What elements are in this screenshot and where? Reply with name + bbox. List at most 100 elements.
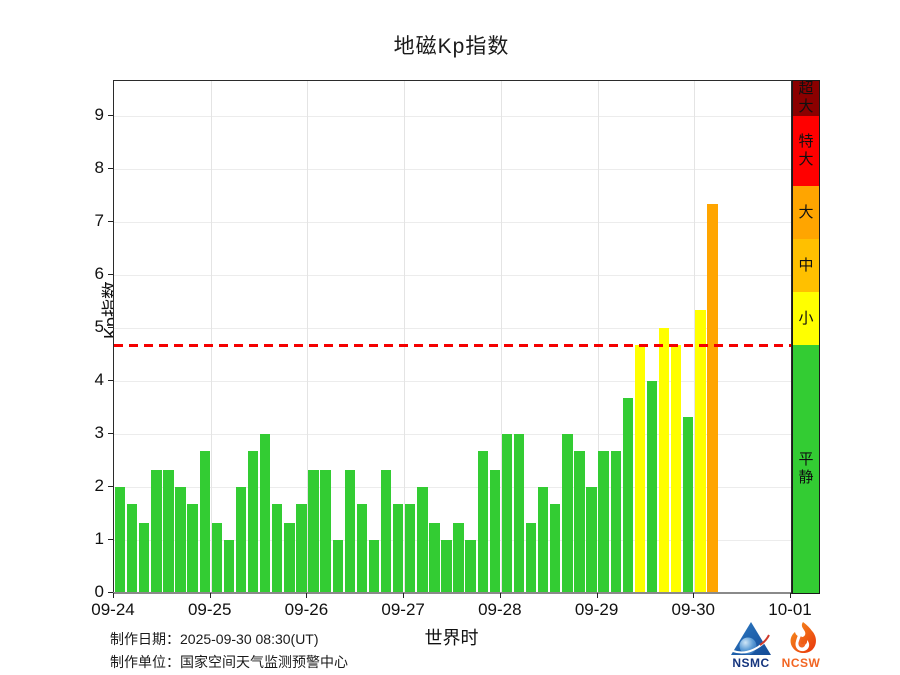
kp-bar-09-28-3	[538, 486, 549, 593]
kp-bar-09-27-6	[477, 451, 488, 593]
gridline-y-7	[114, 221, 791, 223]
kp-level-colorbar: 平静小中大特大超大	[792, 80, 820, 594]
ncsw-logo: NCSW	[777, 621, 825, 671]
gridline-y-6	[114, 274, 791, 276]
kp-bar-09-29-0	[598, 451, 609, 593]
ncsw-logo-icon	[790, 622, 816, 654]
kp-bar-09-29-5	[658, 327, 670, 593]
kp-bar-09-29-7	[683, 416, 694, 593]
colorbar-label-小: 小	[793, 292, 819, 345]
nsmc-logo-text: NSMC	[732, 656, 770, 670]
y-tick-label-2: 2	[94, 475, 104, 495]
x-tick-label-09-28: 09-28	[478, 600, 522, 619]
kp-bar-09-25-5	[272, 504, 283, 593]
gridline-day-09-25	[211, 81, 212, 593]
x-tick-label-09-27: 09-27	[381, 600, 425, 619]
kp-bar-09-28-5	[562, 433, 573, 593]
kp-bar-09-29-1	[610, 451, 621, 593]
y-tick-6	[108, 273, 113, 275]
y-tick-label-9: 9	[94, 104, 104, 124]
colorbar-band-特大	[793, 115, 819, 187]
colorbar-band-平静	[793, 345, 819, 593]
x-axis-line	[113, 592, 791, 594]
colorbar-label-char: 静	[798, 469, 814, 487]
kp-bar-09-27-4	[453, 522, 464, 593]
colorbar-label-中: 中	[793, 239, 819, 292]
kp-bar-09-25-3	[247, 451, 259, 593]
kp-bar-09-28-0	[501, 433, 513, 593]
y-tick-label-7: 7	[94, 210, 104, 230]
y-tick-label-3: 3	[94, 422, 104, 442]
colorbar-label-char: 特	[798, 133, 814, 151]
kp-bar-09-25-6	[284, 522, 295, 593]
footer-org-label: 制作单位：	[110, 654, 180, 670]
gridline-day-09-28	[501, 81, 502, 593]
kp-bar-09-27-0	[405, 504, 416, 593]
x-tick-09-25	[209, 593, 211, 598]
kp-bar-09-24-3	[151, 469, 162, 593]
y-tick-label-5: 5	[94, 316, 104, 336]
kp-bar-09-24-2	[139, 522, 150, 593]
kp-bar-09-27-3	[441, 539, 452, 593]
kp-bar-09-26-5	[368, 539, 380, 593]
kp-bar-09-25-1	[223, 539, 235, 593]
colorbar-label-特大: 特大	[793, 116, 819, 186]
kp-bar-09-25-0	[211, 522, 222, 593]
footer-production-org: 制作单位：国家空间天气监测预警中心	[110, 652, 348, 672]
y-tick-5	[108, 326, 113, 328]
kp-bar-09-26-3	[344, 469, 355, 593]
x-tick-09-24	[113, 593, 114, 598]
x-tick-09-26	[306, 593, 308, 598]
kp-bar-09-29-6	[671, 345, 682, 593]
nsmc-logo: NSMC	[727, 621, 775, 671]
kp-bar-09-26-6	[380, 469, 392, 593]
colorbar-label-char: 平	[798, 451, 814, 469]
x-axis-label: 世界时	[424, 628, 479, 648]
x-tick-label-10-01: 10-01	[768, 600, 812, 619]
kp-bar-09-28-6	[574, 451, 585, 593]
kp-bar-09-24-5	[175, 486, 186, 593]
kp-bar-09-28-1	[513, 433, 525, 593]
gridline-y-8	[114, 168, 791, 170]
gridline-y-9	[114, 115, 791, 117]
kp-bar-09-24-0	[114, 486, 126, 593]
kp-bar-09-24-1	[126, 504, 138, 593]
kp-bar-09-27-2	[429, 522, 440, 593]
kp-bar-09-28-4	[550, 504, 561, 593]
y-tick-4	[108, 379, 113, 381]
y-tick-label-4: 4	[94, 369, 104, 389]
x-tick-09-30	[693, 593, 695, 598]
nsmc-logo-icon	[731, 622, 771, 655]
x-tick-09-28	[499, 593, 501, 598]
colorbar-band-中	[793, 239, 819, 293]
gridline-day-09-26	[307, 81, 308, 593]
gridline-y-4	[114, 380, 791, 382]
y-tick-7	[108, 220, 113, 222]
kp-bar-09-30-0	[695, 310, 706, 593]
y-tick-label-8: 8	[94, 157, 104, 177]
gridline-y-3	[114, 433, 791, 435]
ncsw-logo-text: NCSW	[781, 656, 821, 670]
plot-area	[113, 80, 792, 594]
kp-bar-09-25-4	[259, 433, 271, 593]
x-tick-label-09-26: 09-26	[284, 600, 329, 619]
x-tick-09-29	[596, 593, 598, 598]
kp-bar-09-26-1	[320, 469, 331, 593]
y-tick-3	[108, 432, 113, 434]
x-tick-label-09-30: 09-30	[671, 600, 716, 619]
colorbar-label-char: 小	[798, 309, 814, 327]
kp-bar-09-24-4	[163, 469, 174, 593]
colorbar-label-平静: 平静	[793, 345, 819, 593]
kp-bar-09-26-7	[392, 504, 404, 593]
kp-bar-09-25-7	[296, 504, 307, 593]
kp-bar-09-27-1	[417, 486, 428, 593]
kp-bar-09-25-2	[235, 486, 247, 593]
colorbar-label-超大: 超大	[793, 80, 819, 116]
gridline-y-2	[114, 486, 791, 488]
gridline-y-5	[114, 327, 791, 329]
kp-bar-09-27-5	[465, 539, 476, 593]
kp-bar-09-27-7	[489, 469, 501, 593]
y-tick-0	[108, 592, 113, 593]
y-tick-9	[108, 114, 113, 116]
